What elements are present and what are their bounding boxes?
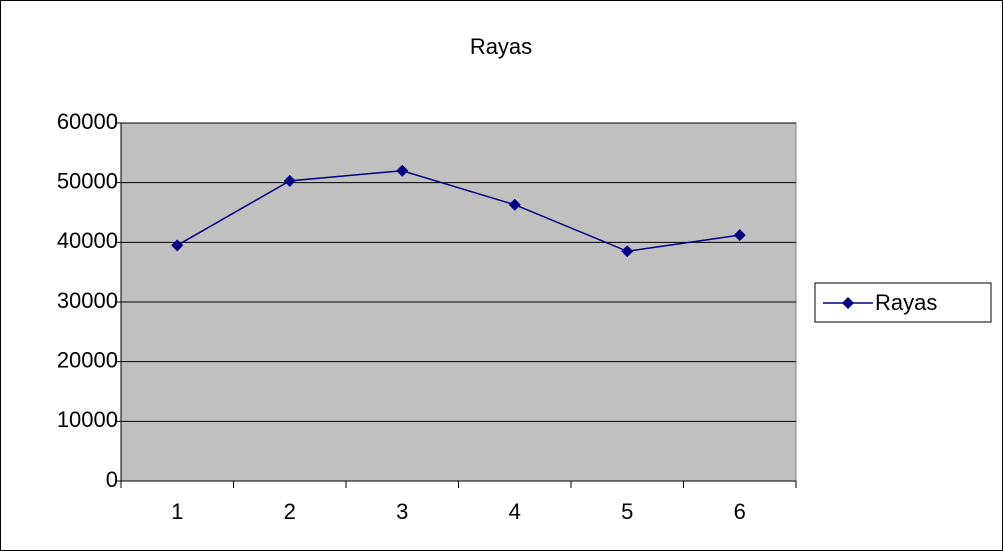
marker (621, 245, 634, 258)
x-tick-label: 5 (621, 499, 633, 524)
marker (171, 239, 184, 252)
x-tick-label: 4 (509, 499, 521, 524)
marker (508, 198, 521, 211)
y-tick-label: 30000 (57, 288, 118, 313)
y-tick-label: 20000 (57, 347, 118, 372)
x-tick-label: 2 (284, 499, 296, 524)
x-tick-label: 3 (396, 499, 408, 524)
series-line (176, 169, 740, 253)
x-tick-label: 1 (171, 499, 183, 524)
marker (733, 229, 746, 242)
marker (396, 164, 409, 177)
y-tick-label: 40000 (57, 228, 118, 253)
x-tick-label: 6 (734, 499, 746, 524)
marker (283, 174, 296, 187)
y-tick-label: 10000 (57, 407, 118, 432)
y-tick-label: 60000 (57, 109, 118, 134)
chart-title: Rayas (470, 34, 532, 59)
legend-marker (842, 297, 854, 309)
y-tick-label: 0 (106, 467, 118, 492)
y-tick-label: 50000 (57, 168, 118, 193)
legend-label: Rayas (875, 290, 937, 315)
